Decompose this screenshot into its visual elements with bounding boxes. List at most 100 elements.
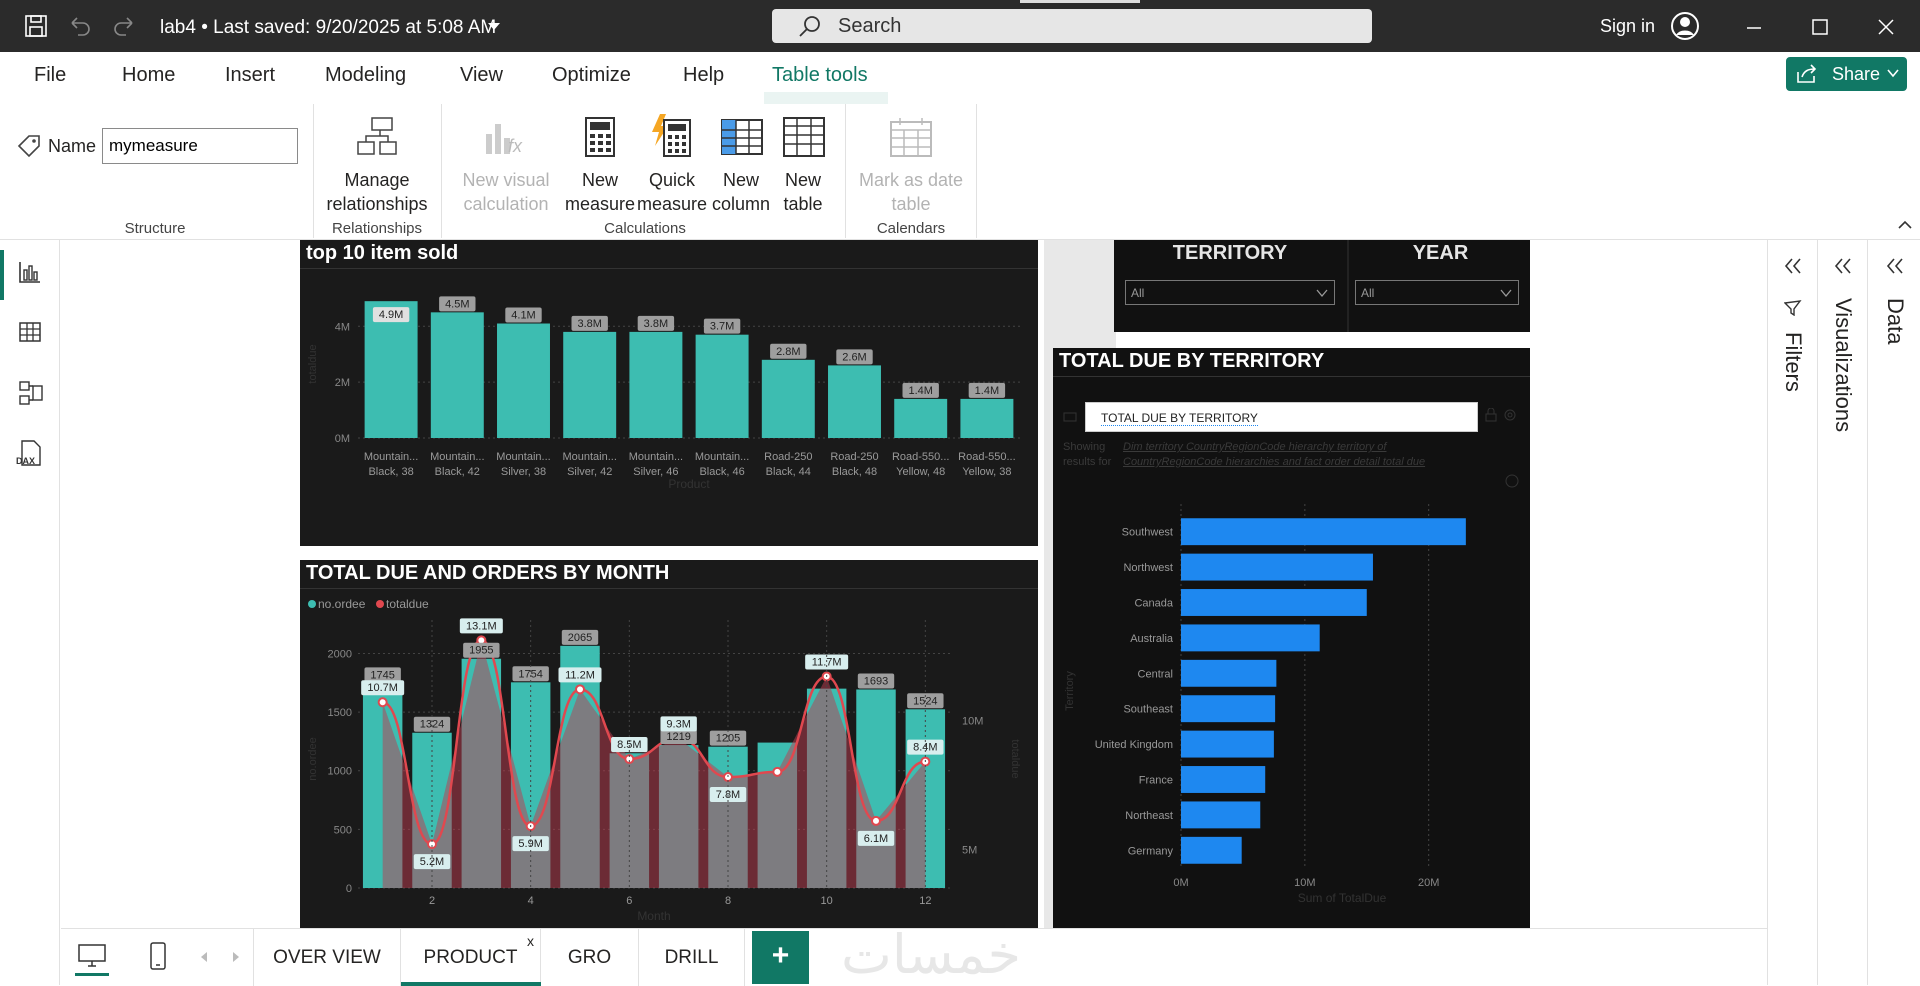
report-view-icon[interactable] — [18, 260, 42, 284]
next-page-icon[interactable] — [231, 951, 241, 963]
expand-filters-icon[interactable] — [1784, 258, 1802, 274]
menu-insert[interactable]: Insert — [225, 64, 276, 86]
model-view-icon[interactable] — [18, 380, 44, 406]
menu-home[interactable]: Home — [122, 64, 176, 86]
line-data-label-bg — [361, 680, 405, 696]
collapse-ribbon-icon[interactable] — [1898, 220, 1912, 230]
menu-help[interactable]: Help — [683, 64, 725, 86]
bar-data-label-bg — [413, 716, 451, 732]
menu-file[interactable]: File — [34, 64, 67, 86]
x-tick-label: 4 — [528, 895, 534, 907]
menu-view[interactable]: View — [460, 64, 503, 86]
x-tick-label: Road-250 — [764, 451, 812, 463]
data-label: Data — [1883, 298, 1908, 345]
data-label-bg — [505, 307, 542, 323]
menu-table-tools[interactable]: Table tools — [772, 64, 868, 86]
new-column-button[interactable]: New column — [710, 110, 772, 214]
desktop-layout-icon[interactable] — [77, 943, 107, 969]
redo-icon[interactable] — [112, 14, 136, 38]
dax-query-view-icon[interactable]: DAX — [14, 438, 44, 468]
data-label-bg — [968, 382, 1006, 398]
qa-question-input[interactable]: TOTAL DUE BY TERRITORY — [1085, 402, 1478, 432]
share-button[interactable]: Share — [1786, 57, 1907, 91]
expand-data-icon[interactable] — [1886, 258, 1904, 274]
measure-name-input[interactable] — [102, 128, 298, 164]
data-label-bg — [902, 382, 939, 398]
top-items-chart-visual[interactable]: top 10 item sold 0M 2M 4M totaldue 4.9M Mount… — [300, 240, 1038, 546]
qa-info-icon[interactable] — [1505, 474, 1519, 488]
visualizations-label: Visualizations — [1831, 298, 1856, 433]
year-dropdown[interactable]: All — [1355, 280, 1519, 305]
quick-measure-button[interactable]: Quick measure — [636, 110, 708, 214]
new-table-button[interactable]: New table — [774, 110, 832, 214]
sign-in-link[interactable]: Sign in — [1600, 16, 1656, 36]
minimize-icon[interactable] — [1746, 20, 1762, 36]
data-pane[interactable]: Data — [1867, 240, 1920, 985]
x-tick-label: 6 — [626, 895, 632, 907]
page-tab-overview[interactable]: OVER VIEW — [253, 929, 401, 986]
legend-label: totaldue — [386, 597, 429, 611]
mobile-layout-icon[interactable] — [149, 941, 167, 971]
menu-modeling[interactable]: Modeling — [325, 64, 407, 86]
new-measure-button[interactable]: New measure — [564, 110, 636, 214]
territory-dropdown[interactable]: All — [1125, 280, 1335, 305]
qa-lock-icon[interactable] — [1485, 408, 1497, 422]
undo-icon[interactable] — [68, 14, 92, 38]
bar-data-label-bg — [709, 730, 747, 746]
page-tab-drill[interactable]: DRILL — [639, 929, 745, 986]
data-label: 1.4M — [908, 385, 932, 397]
line-point — [871, 815, 881, 826]
filters-pane[interactable]: Filters — [1767, 240, 1817, 985]
x-tick-label: Silver, 38 — [501, 466, 546, 478]
data-label-bg — [770, 343, 807, 359]
line-point — [575, 684, 585, 695]
view-switcher: DAX — [0, 240, 60, 985]
qa-chat-icon[interactable] — [1063, 412, 1077, 424]
add-page-button[interactable]: + — [752, 931, 809, 984]
close-tab-icon[interactable]: x — [527, 933, 534, 949]
data-label: 4.1M — [511, 310, 535, 322]
name-label: Name — [48, 136, 97, 156]
bar — [1181, 695, 1276, 723]
table-view-icon[interactable] — [18, 320, 42, 344]
page-tab-product[interactable]: PRODUCT x — [401, 929, 541, 986]
title-dropdown-icon[interactable] — [487, 22, 501, 32]
expand-visualizations-icon[interactable] — [1834, 258, 1852, 274]
close-icon[interactable] — [1878, 19, 1894, 35]
bar — [563, 331, 617, 438]
tab-label: DRILL — [664, 947, 719, 968]
line-data-label-bg — [611, 737, 648, 752]
visualizations-pane[interactable]: Visualizations — [1817, 240, 1867, 985]
year-slicer[interactable]: YEAR All — [1347, 240, 1530, 332]
x-tick-label: Road-550... — [958, 451, 1015, 463]
line-data-label-bg — [907, 739, 944, 755]
save-icon[interactable] — [24, 14, 48, 38]
manage-relationships-button[interactable]: Manage relationships — [318, 110, 436, 214]
territory-qa-visual[interactable]: TOTAL DUE BY TERRITORY TOTAL DUE BY TERR… — [1053, 348, 1530, 928]
y-tick-label: Australia — [1130, 633, 1174, 645]
page-tab-gro[interactable]: GRO — [541, 929, 639, 986]
x-tick-label: 2 — [429, 895, 435, 907]
x-tick-label: 20M — [1418, 877, 1439, 889]
data-label: 3.8M — [577, 318, 601, 330]
line-point — [723, 772, 733, 783]
menu-optimize[interactable]: Optimize — [552, 64, 631, 86]
line-data-label: 8.4M — [913, 742, 937, 754]
group-divider — [845, 104, 846, 238]
x-tick-label: Black, 44 — [766, 466, 811, 478]
account-icon[interactable] — [1670, 11, 1700, 41]
line-data-label: 10.7M — [367, 682, 398, 694]
y2-axis-title: totaldue — [1009, 739, 1021, 778]
territory-slicer[interactable]: TERRITORY All — [1114, 240, 1346, 332]
tab-label: GRO — [567, 947, 612, 968]
prev-page-icon[interactable] — [199, 951, 209, 963]
showing-text-line-1: Dim territory CountryRegionCode hierarch… — [1123, 441, 1387, 453]
maximize-icon[interactable] — [1812, 19, 1828, 35]
bar — [695, 334, 749, 438]
qa-settings-icon[interactable] — [1503, 408, 1517, 422]
bar-data-label: 1324 — [420, 719, 444, 731]
y-tick-label: France — [1139, 775, 1173, 787]
search-box[interactable]: Search — [772, 9, 1372, 43]
month-combo-chart-visual[interactable]: TOTAL DUE AND ORDERS BY MONTH no.ordee to… — [300, 560, 1038, 928]
territory-selected: All — [1131, 286, 1145, 300]
